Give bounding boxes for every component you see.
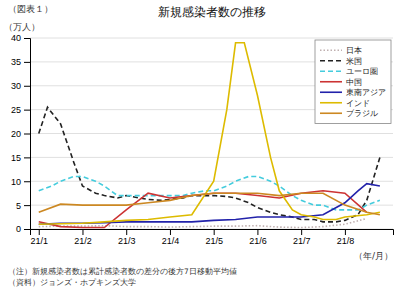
x-tick: 21/1 — [30, 229, 48, 246]
subtitle: （図表１） — [8, 4, 53, 14]
y-tick-mark — [24, 229, 30, 230]
legend-label: 米国 — [346, 57, 362, 66]
x-tick-mark — [170, 229, 171, 235]
y-tick-label: 15 — [11, 153, 21, 163]
legend-label: ユーロ圏 — [346, 67, 378, 76]
legend-label: ブラジル — [346, 109, 378, 118]
y-tick: 20 — [11, 129, 30, 139]
grid-line — [30, 157, 393, 158]
grid-line — [30, 38, 393, 39]
y-tick-label: 0 — [16, 224, 21, 234]
x-tick-label: 21/2 — [74, 236, 92, 246]
x-tick-label: 21/7 — [293, 236, 311, 246]
x-axis: 21/1 21/2 21/3 21/4 21/5 21/6 21/7 21/8 — [30, 229, 393, 246]
x-tick-label: 21/3 — [118, 236, 136, 246]
grid — [30, 38, 393, 229]
y-tick: 15 — [11, 153, 30, 163]
x-tick-label: 21/8 — [337, 236, 355, 246]
lines — [39, 43, 380, 228]
y-tick: 30 — [11, 81, 30, 91]
y-tick-mark — [24, 181, 30, 182]
x-tick-mark — [39, 229, 40, 235]
x-axis-label: （年/月） — [354, 251, 393, 261]
x-tick-mark — [82, 229, 83, 235]
y-tick-mark — [24, 86, 30, 87]
y-tick-label: 35 — [11, 57, 21, 67]
y-tick: 5 — [16, 201, 30, 211]
x-tick-mark — [257, 229, 258, 235]
legend-swatch — [320, 60, 342, 62]
x-tick-mark — [301, 229, 302, 235]
y-tick: 25 — [11, 105, 30, 115]
y-tick-label: 5 — [16, 201, 21, 211]
x-tick-mark — [345, 229, 346, 235]
y-tick: 40 — [11, 33, 30, 43]
x-tick: 21/3 — [118, 229, 136, 246]
x-tick: 21/4 — [162, 229, 180, 246]
note: （注）新規感染者数は累計感染者数の差分の後方7日移動平均値 — [8, 267, 237, 276]
y-tick-mark — [24, 38, 30, 39]
legend: 日本米国ユーロ圏中国東南アジアインドブラジル — [315, 40, 391, 124]
y-tick-label: 25 — [11, 105, 21, 115]
y-tick: 0 — [16, 224, 30, 234]
x-axis-line — [31, 230, 394, 236]
y-tick-label: 20 — [11, 129, 21, 139]
y-tick-mark — [24, 62, 30, 63]
x-tick: 21/5 — [205, 229, 223, 246]
series-line — [39, 191, 367, 228]
title: 新規感染者数の推移 — [158, 5, 266, 19]
chart-svg: （図表１）新規感染者数の推移21/121/221/321/421/521/621… — [0, 0, 405, 291]
x-tick-label: 21/1 — [30, 236, 48, 246]
legend-swatch — [320, 49, 342, 51]
x-tick-mark — [214, 229, 215, 235]
legend-label: 中国 — [346, 78, 362, 87]
legend-label: 日本 — [346, 46, 362, 55]
x-tick-label: 21/4 — [162, 236, 180, 246]
x-tick-label: 21/5 — [205, 236, 223, 246]
y-tick-label: 30 — [11, 81, 21, 91]
legend-label: 東南アジア — [346, 88, 386, 97]
legend-swatch — [320, 102, 342, 104]
x-tick: 21/8 — [337, 229, 355, 246]
legend-swatch — [320, 81, 342, 83]
y-tick-mark — [24, 110, 30, 111]
y-tick-mark — [24, 134, 30, 135]
series-line — [39, 184, 380, 225]
legend-swatch — [320, 70, 342, 72]
chart-container: （図表１）新規感染者数の推移21/121/221/321/421/521/621… — [0, 0, 405, 291]
x-tick: 21/6 — [249, 229, 267, 246]
x-tick: 21/7 — [293, 229, 311, 246]
x-tick-mark — [126, 229, 127, 235]
y-axis: 0 5 10 15 20 25 30 35 40 — [11, 33, 31, 234]
y-tick-label: 10 — [11, 177, 21, 187]
y-tick: 10 — [11, 177, 30, 187]
y-tick: 35 — [11, 57, 30, 67]
grid-line — [30, 181, 393, 182]
y-axis-label: （万人） — [4, 22, 40, 32]
y-tick-label: 40 — [11, 33, 21, 43]
series-line — [39, 107, 380, 222]
y-tick-mark — [24, 205, 30, 206]
legend-swatch — [320, 112, 342, 114]
legend-swatch — [320, 91, 342, 93]
y-tick-mark — [24, 157, 30, 158]
x-tick-label: 21/6 — [249, 236, 267, 246]
note: （資料）ジョンズ・ホプキンズ大学 — [8, 278, 136, 287]
series-line — [39, 193, 380, 214]
legend-label: インド — [346, 99, 370, 108]
x-tick: 21/2 — [74, 229, 92, 246]
grid-line — [30, 133, 393, 134]
plot-area: 21/1 21/2 21/3 21/4 21/5 21/6 21/7 21/8 0 5 10 15 20… — [11, 33, 394, 246]
y-axis-line — [24, 39, 31, 230]
legend-box — [315, 40, 391, 124]
